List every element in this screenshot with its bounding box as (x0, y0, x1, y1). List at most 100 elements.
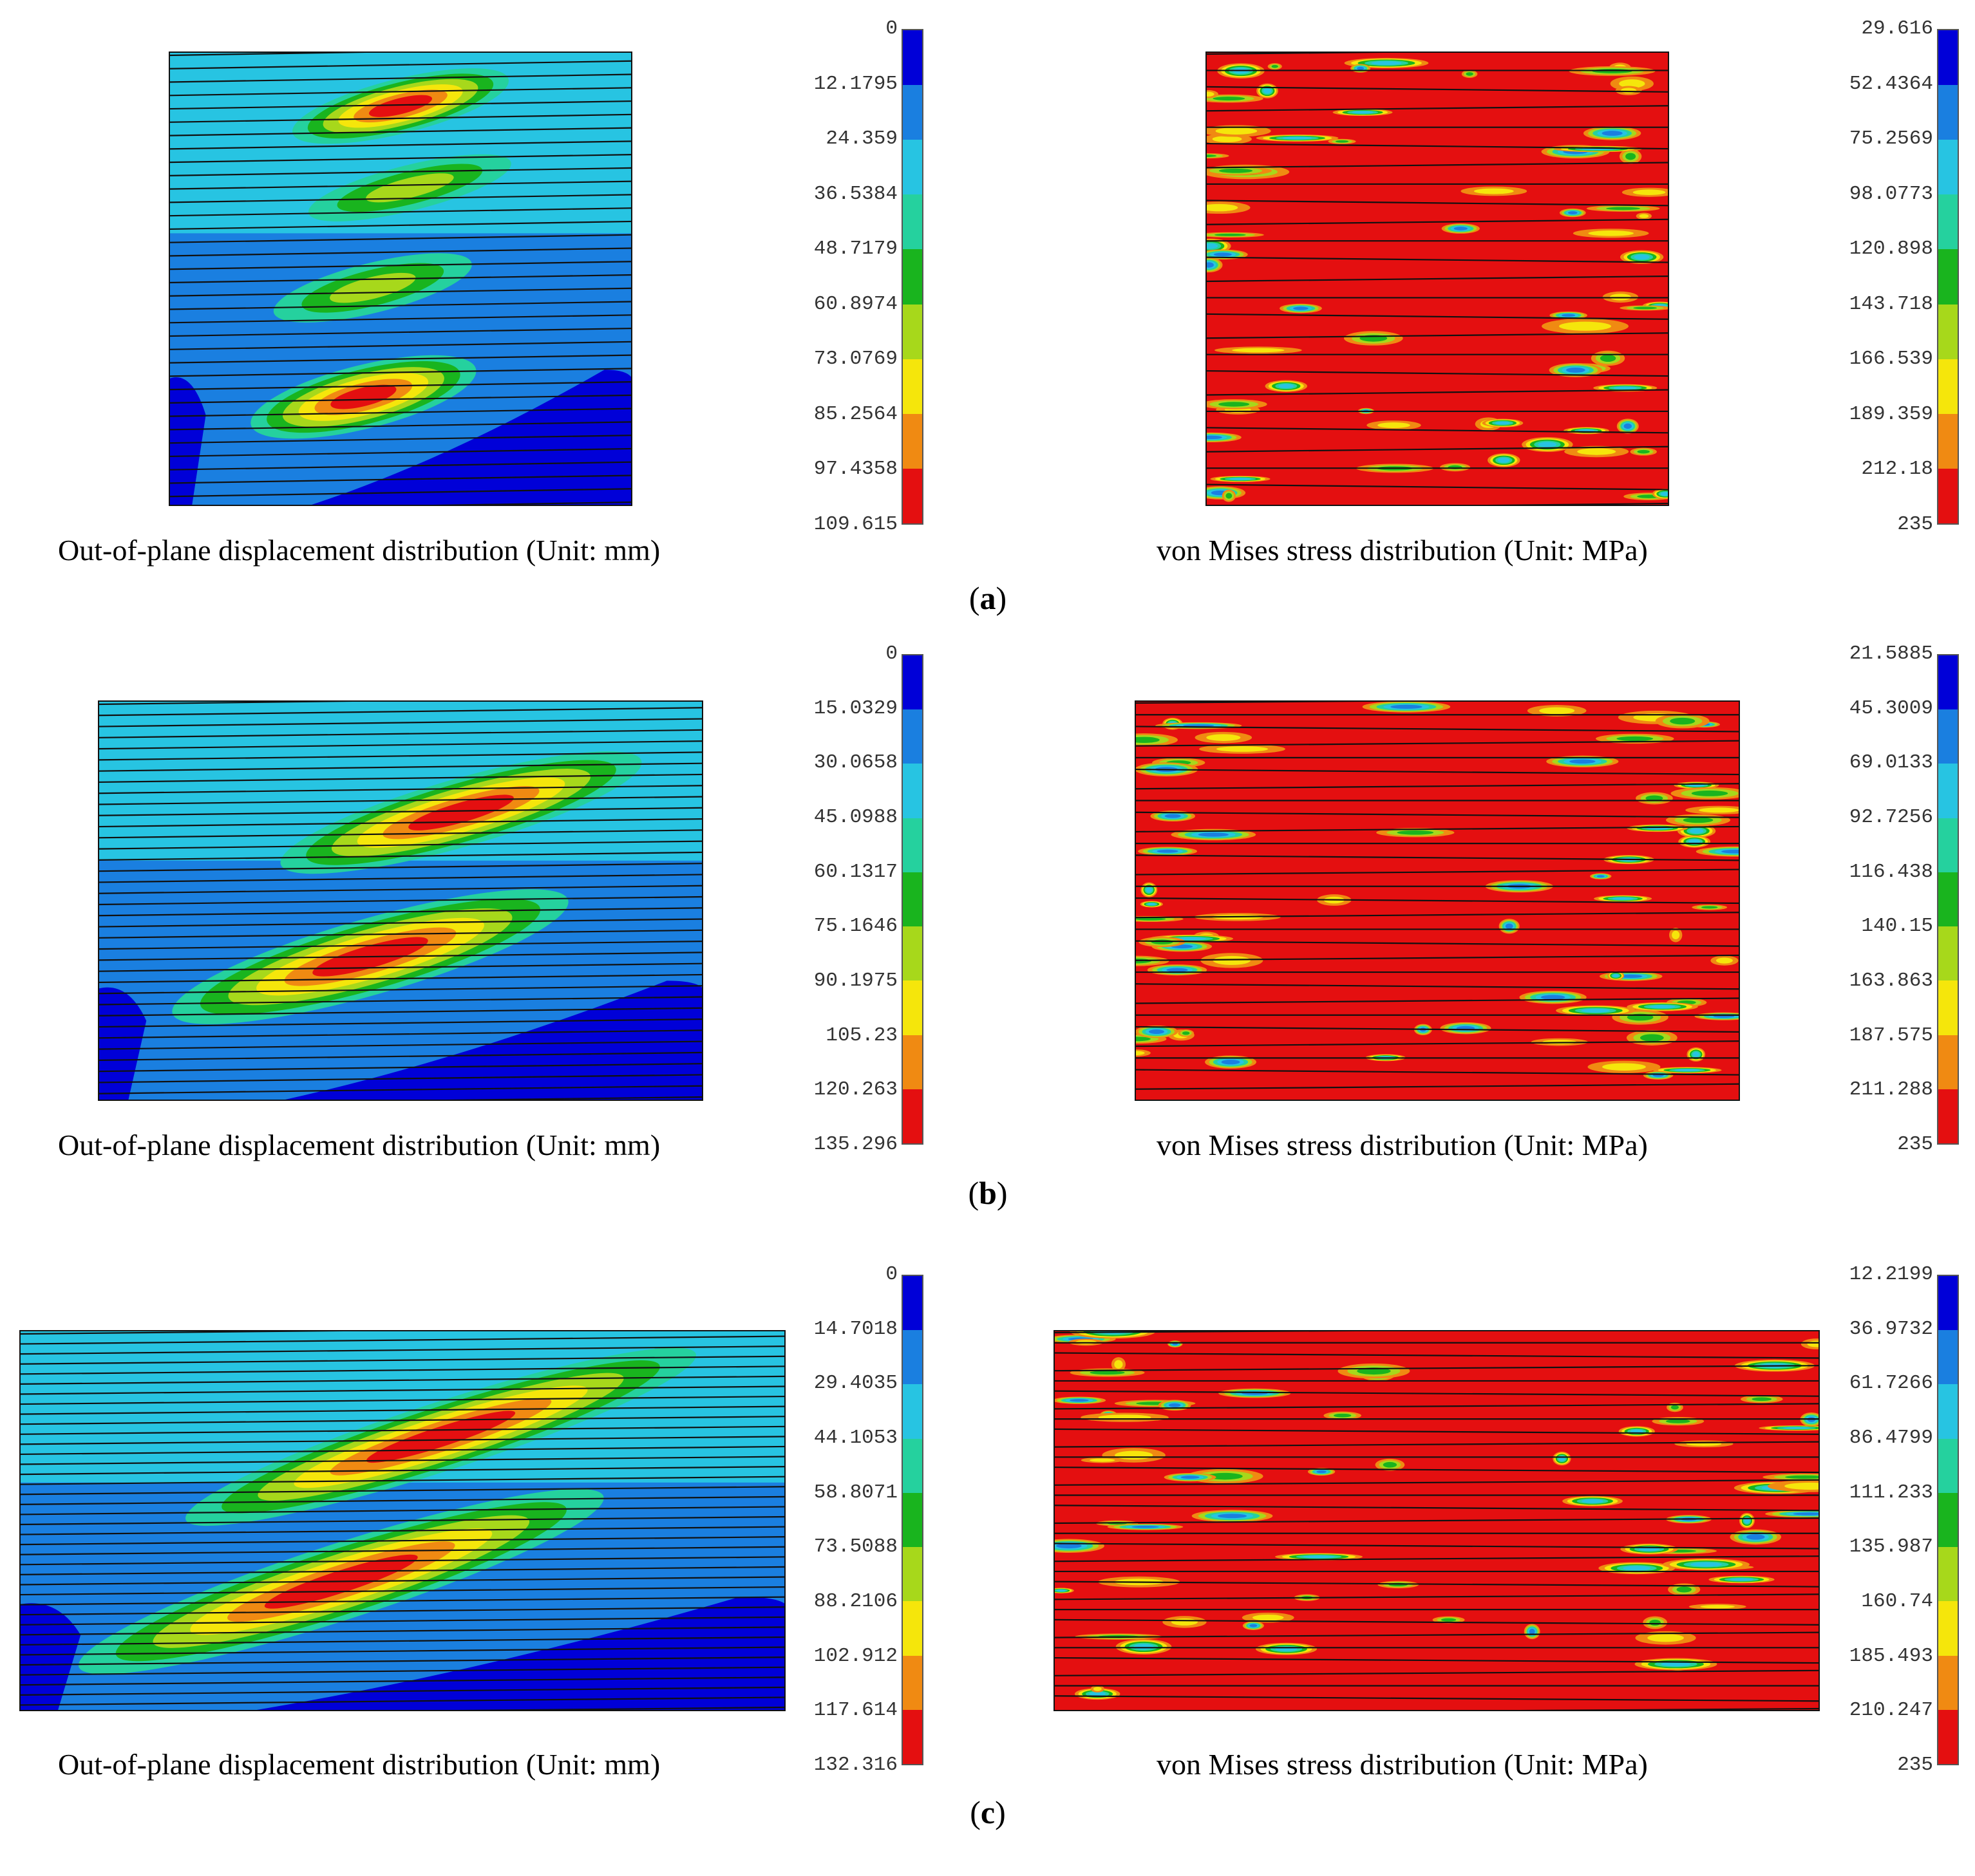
mesh-line (98, 1051, 703, 1061)
mesh-line (169, 314, 632, 324)
colorbar-band (1938, 1276, 1958, 1331)
colorbar-band (903, 1330, 922, 1385)
mesh-line (19, 1676, 786, 1686)
contour-band (1721, 849, 1740, 854)
colorbar-tick-label: 48.7179 (813, 238, 898, 261)
contour-band (1206, 734, 1241, 741)
colorbar-tick-label: 120.898 (1849, 238, 1933, 261)
mesh-line (19, 1606, 786, 1616)
mesh-line (19, 1626, 786, 1636)
mesh-line (19, 1566, 786, 1575)
mesh-line (98, 962, 703, 972)
mesh-line (19, 1330, 473, 1335)
mesh-line (1054, 1618, 1820, 1626)
mesh-line (98, 985, 703, 995)
colorbar-tick-label: 75.1646 (813, 915, 898, 938)
stress-caption: von Mises stress distribution (Unit: MPa… (1157, 1129, 1648, 1161)
colorbar-band (903, 468, 922, 523)
mesh-line (1205, 256, 1669, 263)
mesh-line (19, 1466, 786, 1476)
colorbar-band (1938, 872, 1958, 927)
stress-colorbar (1937, 654, 1959, 1145)
mesh-line (19, 1576, 786, 1586)
colorbar-band (903, 655, 922, 710)
colorbar-band (1938, 1709, 1958, 1764)
contour-band (1056, 1543, 1082, 1549)
contour-band (1569, 759, 1596, 764)
stress-colorbar (1937, 1275, 1959, 1765)
colorbar-tick-label: 21.5885 (1849, 643, 1933, 665)
contour-band (1135, 917, 1166, 921)
contour-band (1397, 830, 1434, 835)
colorbar-band (903, 30, 922, 86)
colorbar-tick-label: 36.5384 (813, 182, 898, 205)
colorbar-tick-label: 73.0769 (813, 348, 898, 371)
mesh-line (169, 381, 632, 391)
colorbar-tick-label: 185.493 (1849, 1644, 1933, 1667)
mesh-line (98, 918, 703, 928)
mesh-line (1135, 768, 1740, 776)
colorbar-band (1938, 1492, 1958, 1548)
colorbar-band (903, 1035, 922, 1089)
mesh-line (98, 1018, 703, 1028)
colorbar-tick-label: 12.2199 (1849, 1263, 1933, 1286)
contour-band (1215, 127, 1258, 135)
colorbar-tick-label: 0 (885, 17, 898, 40)
mesh-line (169, 234, 632, 243)
displacement-caption: Out-of-plane displacement distribution (… (58, 1129, 661, 1161)
mesh-line (98, 707, 703, 717)
contour-band (1316, 1470, 1327, 1474)
contour-band (169, 377, 206, 506)
mesh-line (169, 287, 632, 297)
mesh-line (169, 421, 632, 431)
mesh-line (169, 52, 444, 57)
stress-contour (1135, 700, 1740, 1101)
colorbar-band (903, 359, 922, 414)
mesh-line (19, 1646, 786, 1656)
mesh-line (169, 354, 632, 364)
contour-band (330, 272, 416, 303)
displacement-colorbar (902, 29, 923, 525)
contour-band (1271, 64, 1278, 68)
mesh-line (1054, 1631, 1820, 1638)
colorbar-tick-label: 60.8974 (813, 292, 898, 315)
colorbar-tick-label: 90.1975 (813, 970, 898, 992)
contour-band (1505, 923, 1513, 929)
mesh-line (98, 740, 703, 750)
contour-band (1473, 188, 1514, 194)
colorbar-band (1938, 926, 1958, 981)
colorbar-tick-label: 117.614 (813, 1699, 898, 1722)
mesh-line (98, 941, 703, 950)
mesh-line (19, 1616, 786, 1626)
contour-band (1089, 1458, 1115, 1462)
mesh-line (98, 807, 703, 816)
panel-label: (a) (969, 580, 1007, 616)
colorbar-band (1938, 140, 1958, 195)
mesh-line (98, 829, 703, 839)
contour-band (1282, 136, 1312, 140)
colorbar-tick-label: 120.263 (813, 1078, 898, 1102)
contour-band (1371, 61, 1402, 65)
contour-band (1582, 1499, 1603, 1503)
contour-band (1164, 814, 1181, 818)
colorbar-tick-label: 163.863 (1849, 970, 1933, 992)
mesh-line (169, 488, 632, 498)
contour-band (1602, 1063, 1646, 1071)
contour-band (1596, 875, 1605, 877)
colorbar-tick-label: 60.1317 (813, 860, 898, 883)
colorbar-tick-label: 0 (885, 643, 898, 665)
mesh-line (98, 1074, 703, 1083)
colorbar-tick-label: 75.2569 (1849, 127, 1933, 151)
contour-band (330, 384, 397, 409)
contour-band (1056, 1590, 1066, 1592)
contour-band (1715, 957, 1733, 964)
mesh-line (1054, 1441, 1820, 1448)
mesh-line (98, 718, 703, 727)
mesh-line (19, 1556, 786, 1566)
contour-band (1229, 478, 1251, 480)
colorbar-tick-label: 15.0329 (813, 697, 898, 720)
colorbar-tick-label: 97.4358 (813, 458, 898, 481)
colorbar-band (903, 1438, 922, 1493)
displacement-contour (98, 700, 703, 1101)
colorbar-band (1938, 980, 1958, 1035)
